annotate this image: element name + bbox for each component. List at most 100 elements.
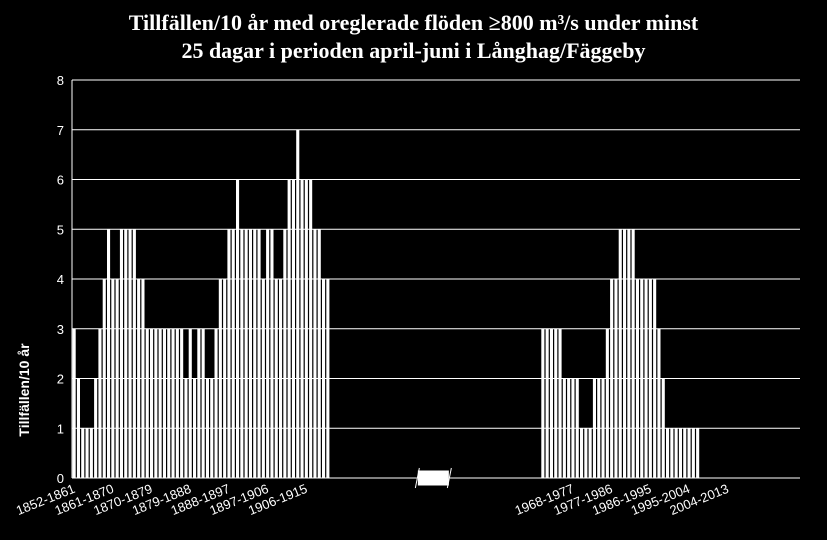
bar-1981-1990 (627, 229, 631, 478)
bar-1890-1899 (236, 179, 240, 478)
bar-1968-1977 (571, 378, 575, 478)
bar-1902-1911 (287, 179, 291, 478)
bar-1969-1978 (575, 378, 579, 478)
bar-1983-1992 (635, 279, 639, 478)
bar-1882-1891 (201, 328, 205, 478)
bar-1990-1999 (666, 428, 670, 478)
bar-1881-1890 (197, 328, 201, 478)
bar-1863-1872 (119, 229, 123, 478)
bar-1852-1861 (72, 328, 76, 478)
bar-1899-1908 (274, 279, 278, 478)
bar-1859-1868 (102, 279, 106, 478)
bar-1892-1901 (244, 229, 248, 478)
bar-1873-1882 (162, 328, 166, 478)
bar-1962-1971 (545, 328, 549, 478)
bar-1870-1879 (150, 328, 154, 478)
bar-1895-1904 (257, 229, 261, 478)
bar-1855-1864 (85, 428, 89, 478)
y-axis-label: Tillfällen/10 år (16, 343, 32, 437)
y-tick-label-3: 3 (57, 322, 64, 337)
bar-1860-1869 (107, 229, 111, 478)
bar-1997-2006 (696, 428, 700, 478)
y-tick-label-2: 2 (57, 372, 64, 387)
y-tick-label-0: 0 (57, 471, 64, 486)
bar-1880-1889 (193, 378, 197, 478)
bar-1871-1880 (154, 328, 158, 478)
bar-1875-1884 (171, 328, 175, 478)
bar-1879-1888 (188, 328, 192, 478)
bar-1876-1885 (175, 328, 179, 478)
y-tick-label-6: 6 (57, 173, 64, 188)
bar-1964-1973 (554, 328, 558, 478)
bar-1967-1976 (567, 378, 571, 478)
bar-1994-2003 (683, 428, 687, 478)
bar-1866-1875 (132, 229, 136, 478)
bar-1980-1989 (623, 229, 627, 478)
bar-1877-1886 (180, 328, 184, 478)
bar-1984-1993 (640, 279, 644, 478)
y-tick-label-4: 4 (57, 272, 64, 287)
bar-1854-1863 (81, 428, 85, 478)
bar-1861-1870 (111, 279, 115, 478)
bar-1868-1877 (141, 279, 145, 478)
bar-1966-1975 (562, 378, 566, 478)
bar-1972-1981 (588, 428, 592, 478)
bar-1878-1887 (184, 378, 188, 478)
bar-1886-1895 (218, 279, 222, 478)
bar-1893-1902 (248, 229, 252, 478)
bar-1883-1892 (205, 378, 209, 478)
bar-1977-1986 (610, 279, 614, 478)
bar-1993-2002 (678, 428, 682, 478)
y-tick-label-7: 7 (57, 123, 64, 138)
y-tick-label-5: 5 (57, 222, 64, 237)
bar-1989-1998 (661, 378, 665, 478)
bar-1909-1918 (317, 229, 321, 478)
axis-break-marker (416, 469, 450, 487)
bar-1987-1996 (653, 279, 657, 478)
bar-1903-1912 (291, 179, 295, 478)
axis-break-slash-left (414, 467, 420, 489)
bar-1965-1974 (558, 328, 562, 478)
bar-1904-1913 (296, 129, 300, 478)
bar-1978-1987 (614, 279, 618, 478)
bar-1894-1903 (253, 229, 257, 478)
bar-1985-1994 (644, 279, 648, 478)
bar-1982-1991 (631, 229, 635, 478)
bar-1995-2004 (687, 428, 691, 478)
bar-1865-1874 (128, 229, 132, 478)
y-tick-label-1: 1 (57, 421, 64, 436)
bar-1857-1866 (94, 378, 98, 478)
bar-1911-1920 (326, 279, 330, 478)
bar-1853-1862 (76, 378, 80, 478)
bar-1889-1898 (231, 229, 235, 478)
y-tick-label-8: 8 (57, 73, 64, 88)
bar-1900-1909 (279, 279, 283, 478)
bar-1867-1876 (137, 279, 141, 478)
bar-1884-1893 (210, 378, 214, 478)
axis-break-slash-right (446, 467, 452, 489)
bar-1973-1982 (592, 378, 596, 478)
bar-1896-1905 (261, 279, 265, 478)
bar-1992-2001 (674, 428, 678, 478)
bar-1891-1900 (240, 229, 244, 478)
bar-1901-1910 (283, 229, 287, 478)
bar-1869-1878 (145, 328, 149, 478)
bar-1979-1988 (618, 229, 622, 478)
bar-1887-1896 (223, 279, 227, 478)
bar-1858-1867 (98, 328, 102, 478)
bar-1874-1883 (167, 328, 171, 478)
bar-1862-1871 (115, 279, 119, 478)
bar-1864-1873 (124, 229, 128, 478)
bar-1897-1906 (266, 229, 270, 478)
bar-1970-1979 (580, 428, 584, 478)
bar-1986-1995 (648, 279, 652, 478)
bar-1988-1997 (657, 328, 661, 478)
bar-1961-1970 (541, 328, 545, 478)
bar-1856-1865 (89, 428, 93, 478)
chart-title-line-1: Tillfällen/10 år med oreglerade flöden ≥… (128, 10, 699, 35)
bar-1908-1917 (313, 229, 317, 478)
bar-1963-1972 (549, 328, 553, 478)
bar-1907-1916 (309, 179, 313, 478)
bar-1898-1907 (270, 229, 274, 478)
